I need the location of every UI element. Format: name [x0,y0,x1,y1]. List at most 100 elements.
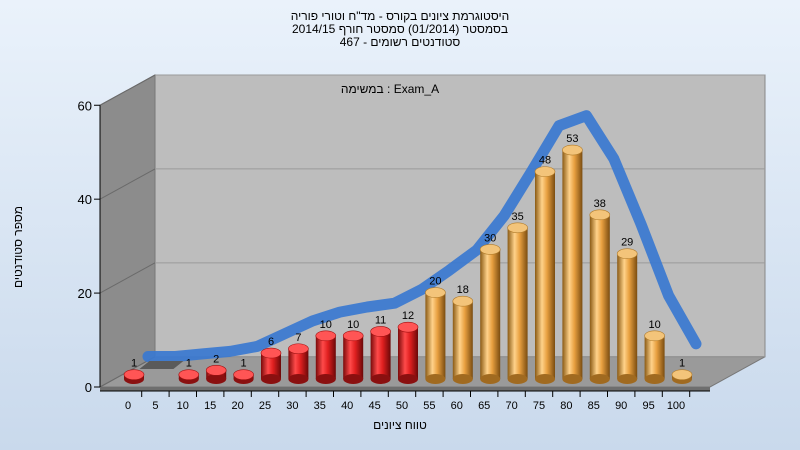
bar-top [534,166,556,177]
data-label: 48 [539,155,551,167]
x-tick-label: 25 [259,400,271,412]
bar-empty [139,361,184,369]
bar-base [425,374,446,384]
x-tick-label: 75 [533,400,545,412]
bar-base [398,374,418,384]
bar-55 [425,292,446,379]
bar-90 [617,253,638,379]
bar-top [233,369,254,380]
gridline-side-40 [99,168,156,200]
data-label: 20 [429,276,441,288]
bar-base [370,374,391,384]
bar-base [644,374,665,384]
bar-top [507,222,528,234]
data-label: 38 [594,198,606,210]
bar-base [452,374,473,384]
bar-85 [589,214,610,379]
bar-base [562,374,583,384]
x-tick-label: 35 [314,400,326,412]
bar-top [589,209,611,221]
x-tick-label: 80 [560,400,572,412]
bar-base [507,374,528,384]
y-tick-label: 40 [78,192,92,207]
bar-top [425,287,446,298]
bar-top [123,369,145,380]
data-label: 11 [375,314,386,326]
chart-title-line-3: 467 - סטודנטים רשומים [339,35,461,49]
bar-base [261,374,281,384]
data-label: 1 [131,358,137,370]
bar-70 [507,227,528,379]
x-tick-label: 30 [286,400,298,412]
y-tick-label: 0 [85,380,92,395]
data-label: 10 [320,319,332,331]
data-label: 1 [679,358,685,370]
data-label: 18 [457,284,469,296]
x-tick-label: 10 [177,400,189,412]
data-label: 10 [648,319,660,331]
bar-base [288,374,309,384]
data-label: 1 [186,358,192,370]
x-tick-label: 100 [667,400,685,412]
data-label: 2 [213,353,219,365]
x-axis-label: טווח ציונים [373,418,427,432]
bar-base [315,374,336,384]
data-label: 35 [511,211,523,223]
data-label: 29 [621,237,633,249]
bar-base [617,374,638,384]
bar-top [178,369,200,380]
x-tick-label: 70 [505,400,517,412]
x-tick-label: 65 [478,400,490,412]
y-tick-label: 60 [78,98,92,113]
chart-title-line-1: היסטוגרמת ציונים בקורס - מד"ח וטורי פורי… [290,9,510,23]
bar-60 [452,301,473,379]
x-tick-label: 5 [152,400,158,412]
y-axis-label: מספר סטודנטים [11,205,25,289]
bar-45 [370,331,391,379]
gridline-side-20 [99,262,156,294]
bar-top [644,330,665,342]
x-tick-label: 90 [615,400,627,412]
bar-base [206,374,227,384]
distribution-curve [142,110,702,362]
bar-top [342,330,364,342]
chart-title-line-2: בסמסטר (01/2014) סמסטר חורף 2014/15 [291,22,509,36]
data-label: 7 [295,332,301,344]
bar-base [535,374,555,384]
bar-95 [644,335,665,379]
bar-25 [261,353,281,379]
chart-subtitle: במשימה : Exam_A [341,82,439,96]
x-tick-label: 85 [588,400,600,412]
x-tick-label: 45 [368,400,380,412]
bar-50 [398,327,418,379]
floor-edge [100,387,710,391]
bar-top [479,244,501,255]
data-label: 30 [484,232,496,244]
gridline-side-60 [99,74,156,106]
data-label: 6 [268,336,274,348]
x-tick-label: 40 [341,400,353,412]
bar-base [343,374,364,384]
data-label: 53 [566,133,578,145]
x-tick-label: 0 [125,400,131,412]
bar-65 [480,249,501,379]
x-tick-label: 20 [231,400,243,412]
bar-top [260,347,282,359]
bar-top [315,330,337,342]
x-tick-label: 15 [204,400,216,412]
bar-80 [562,150,583,379]
bar-base [589,374,610,384]
bar-top [562,144,583,156]
x-tick-label: 95 [642,400,654,412]
bar-top [288,343,309,355]
data-label: 10 [347,319,359,331]
bar-top [671,369,693,380]
bar-base [480,374,501,384]
bar-30 [288,348,309,379]
x-tick-label: 60 [451,400,463,412]
bar-top [205,365,227,376]
bar-top [616,248,638,260]
data-label: 12 [402,310,414,322]
